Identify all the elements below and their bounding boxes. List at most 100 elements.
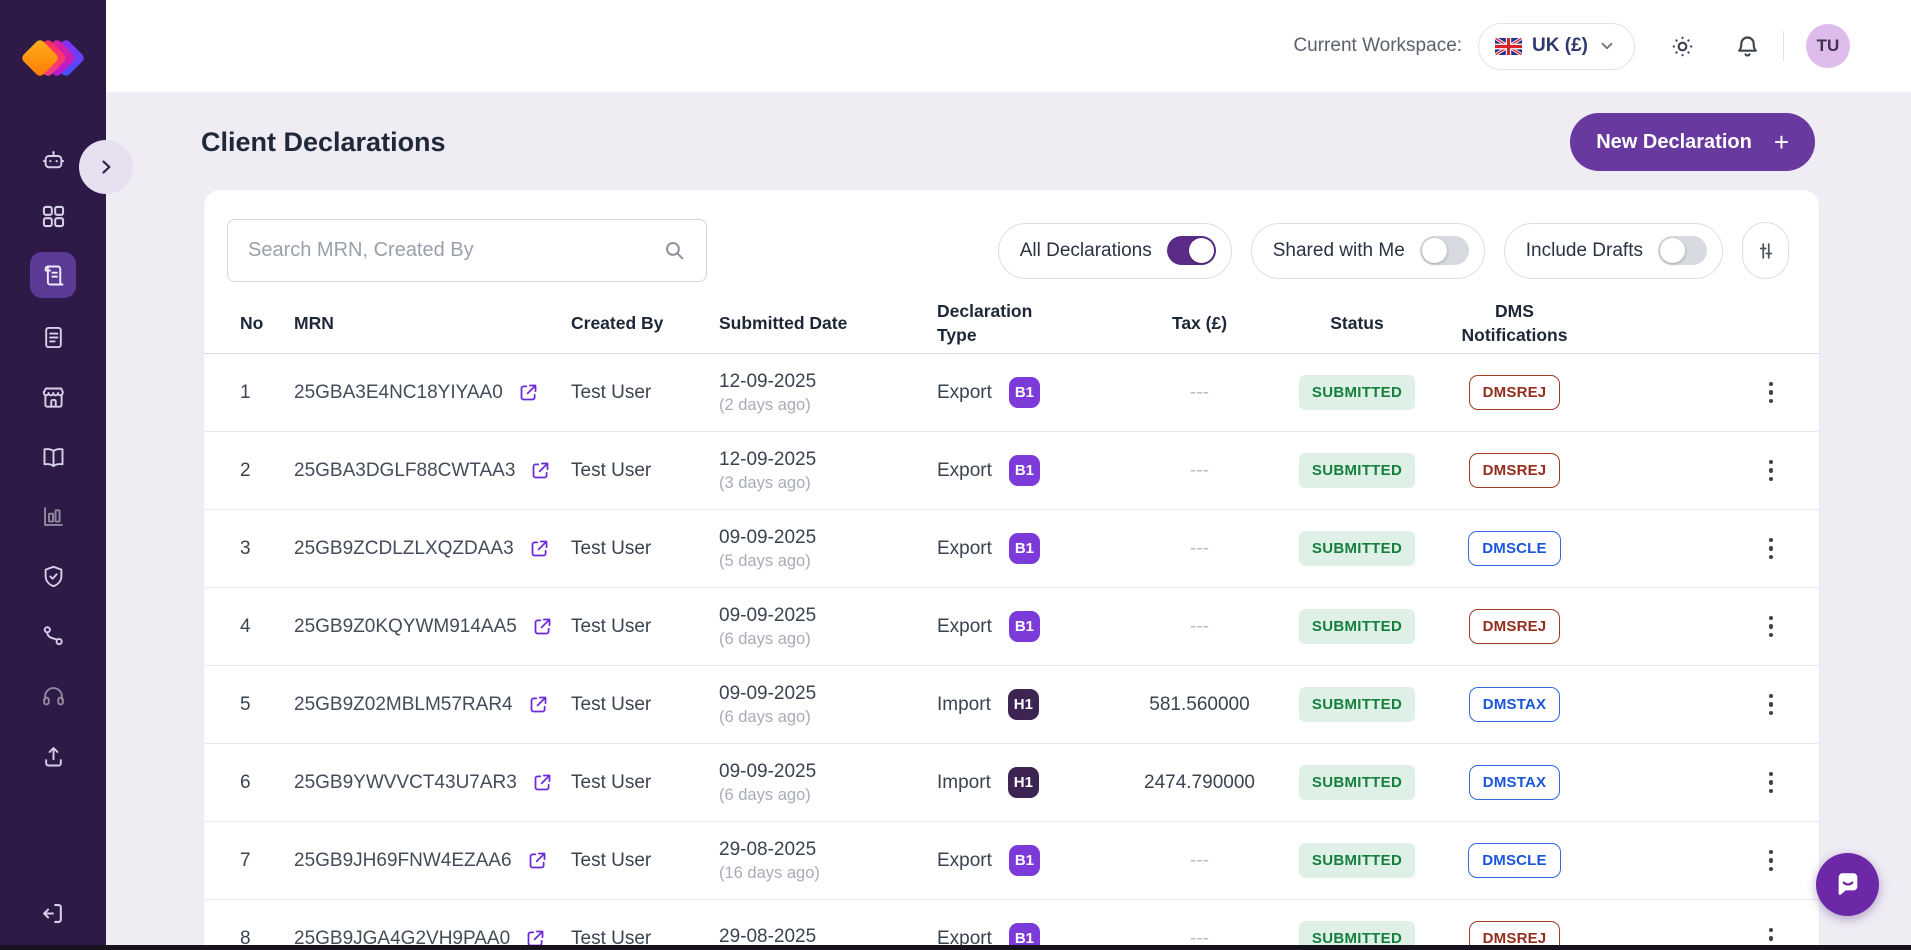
sidebar-item-dashboard[interactable] — [30, 193, 76, 239]
sidebar-item-records[interactable] — [30, 314, 76, 360]
filter-group: All Declarations Shared with Me Include … — [997, 222, 1789, 279]
dms-notification-badge[interactable]: DMSREJ — [1468, 375, 1561, 410]
external-link-icon[interactable] — [532, 616, 553, 637]
tax-value: 2474.790000 — [1144, 771, 1255, 793]
dms-notification-badge[interactable]: DMSREJ — [1468, 453, 1561, 488]
date-value: 09-09-2025 — [719, 526, 817, 548]
mrn-cell: 25GB9Z02MBLM57RAR4 — [294, 694, 571, 716]
store-icon — [42, 387, 64, 408]
type-value: Export — [937, 849, 992, 871]
column-header-created-by: Created By — [571, 312, 664, 333]
advanced-filters-button[interactable] — [1742, 222, 1789, 279]
row-actions-menu[interactable] — [1763, 686, 1780, 724]
external-link-icon[interactable] — [529, 538, 550, 559]
dms-cell: DMSCLE — [1432, 843, 1597, 878]
new-declaration-button[interactable]: New Declaration + — [1570, 113, 1815, 171]
dms-notification-badge[interactable]: DMSTAX — [1468, 765, 1561, 800]
tax-value: --- — [1190, 537, 1209, 559]
status-cell: SUBMITTED — [1282, 531, 1432, 566]
toggle-switch — [1658, 236, 1707, 265]
created-by-value: Test User — [571, 849, 652, 871]
external-link-icon[interactable] — [527, 850, 548, 871]
date-ago: (3 days ago) — [719, 473, 811, 492]
dms-notification-badge[interactable]: DMSREJ — [1468, 609, 1561, 644]
created-by-value: Test User — [571, 381, 652, 403]
logout-icon — [42, 903, 62, 923]
sidebar-expand-button[interactable] — [79, 140, 133, 194]
table-row: 7 25GB9JH69FNW4EZAA6 Test User 29-08-202… — [204, 822, 1819, 900]
mrn-value: 25GB9JGA4G2VH9PAA0 — [294, 927, 511, 949]
column-header-dms-notifications: DMS Notifications — [1461, 300, 1568, 345]
journal-icon — [44, 326, 62, 348]
user-avatar[interactable]: TU — [1806, 24, 1850, 68]
headset-icon — [42, 686, 64, 705]
dms-notification-badge[interactable]: DMSCLE — [1468, 843, 1561, 878]
workspace-selector[interactable]: UK (£) — [1478, 22, 1635, 70]
sidebar-item-knowledge-base[interactable] — [30, 434, 76, 480]
row-actions-menu[interactable] — [1763, 608, 1780, 646]
external-link-icon[interactable] — [518, 382, 539, 403]
created-by-value: Test User — [571, 693, 652, 715]
row-number: 1 — [240, 381, 251, 403]
sidebar-item-analytics[interactable] — [30, 493, 76, 539]
dms-cell: DMSREJ — [1432, 375, 1597, 410]
chat-fab-button[interactable] — [1816, 853, 1879, 916]
theme-toggle-button[interactable] — [1669, 33, 1696, 60]
sidebar-item-compliance[interactable] — [30, 553, 76, 599]
new-declaration-label: New Declaration — [1596, 130, 1752, 153]
toggle-switch — [1419, 236, 1469, 265]
sidebar-item-logout[interactable] — [30, 890, 76, 936]
type-value: Import — [937, 771, 991, 793]
dms-notification-badge[interactable]: DMSTAX — [1468, 687, 1561, 722]
type-badge: B1 — [1008, 533, 1040, 564]
brand-logo — [20, 38, 86, 78]
submitted-date-cell: 29-08-2025 — [719, 926, 937, 950]
row-actions-menu[interactable] — [1763, 374, 1780, 412]
sidebar-item-ai-assistant[interactable] — [30, 137, 76, 183]
route-icon — [43, 625, 63, 645]
window-bottom-edge — [0, 945, 1911, 950]
row-actions-menu[interactable] — [1763, 842, 1780, 880]
table-row: 8 25GB9JGA4G2VH9PAA0 Test User 29-08-202… — [204, 900, 1819, 950]
column-header-status: Status — [1330, 312, 1384, 333]
sidebar-item-marketplace[interactable] — [30, 374, 76, 420]
date-value: 29-08-2025 — [719, 838, 817, 860]
column-header-submitted-date: Submitted Date — [719, 312, 848, 333]
row-number: 5 — [240, 693, 251, 715]
sidebar-item-declarations[interactable] — [30, 252, 76, 298]
row-number: 4 — [240, 615, 251, 637]
sidebar-item-workflow[interactable] — [30, 613, 76, 659]
notifications-button[interactable] — [1734, 33, 1761, 60]
external-link-icon[interactable] — [532, 772, 553, 793]
type-value: Export — [937, 537, 992, 559]
date-value: 09-09-2025 — [719, 682, 817, 704]
toggle-all-declarations[interactable]: All Declarations — [997, 222, 1232, 279]
status-badge: SUBMITTED — [1298, 453, 1416, 488]
row-actions-menu[interactable] — [1763, 452, 1780, 490]
toggle-shared-with-me[interactable]: Shared with Me — [1250, 222, 1485, 279]
toggle-include-drafts[interactable]: Include Drafts — [1503, 222, 1723, 279]
sidebar-item-support[interactable] — [30, 673, 76, 719]
shield-check-icon — [44, 565, 62, 587]
row-actions-menu[interactable] — [1763, 764, 1780, 802]
row-actions-menu[interactable] — [1763, 530, 1780, 568]
declaration-type-cell: Export B1 — [937, 455, 1117, 486]
sidebar-item-upload[interactable] — [30, 733, 76, 779]
external-link-icon[interactable] — [525, 928, 546, 949]
external-link-icon[interactable] — [530, 460, 551, 481]
date-value: 12-09-2025 — [719, 370, 817, 392]
main-content: Client Declarations New Declaration + Al… — [106, 92, 1911, 950]
dms-notification-badge[interactable]: DMSCLE — [1468, 531, 1561, 566]
tax-value: --- — [1190, 459, 1209, 481]
declaration-type-cell: Import H1 — [937, 689, 1117, 720]
external-link-icon[interactable] — [528, 694, 549, 715]
type-value: Export — [937, 615, 992, 637]
type-badge: H1 — [1007, 767, 1039, 798]
row-number: 2 — [240, 459, 251, 481]
workspace-value: UK (£) — [1532, 35, 1588, 56]
declarations-card: All Declarations Shared with Me Include … — [204, 190, 1819, 950]
scroll-icon — [44, 265, 63, 285]
chat-bubble-icon — [1838, 872, 1857, 895]
search-input[interactable] — [227, 219, 707, 282]
tax-value: --- — [1190, 615, 1209, 637]
